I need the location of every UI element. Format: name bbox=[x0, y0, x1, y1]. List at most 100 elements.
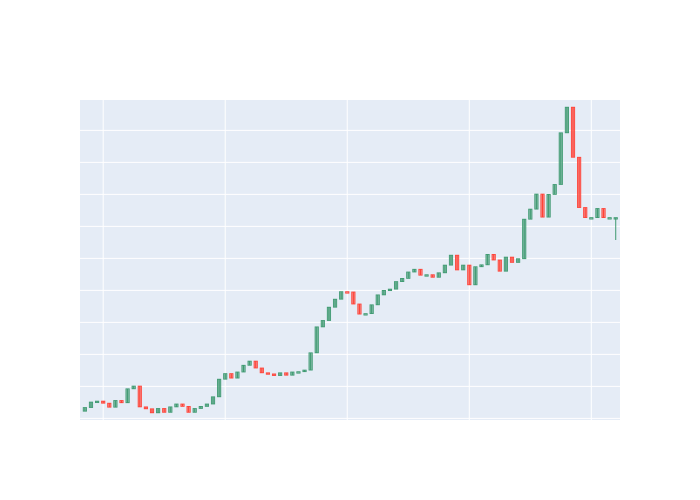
candle-body bbox=[424, 274, 429, 277]
candle-body bbox=[107, 402, 112, 408]
candle-body bbox=[204, 403, 209, 407]
candle-body bbox=[296, 371, 301, 374]
candle bbox=[119, 400, 124, 404]
candle-body bbox=[88, 401, 94, 408]
candle-body bbox=[516, 258, 521, 263]
candle-body bbox=[259, 367, 264, 374]
candle-body bbox=[552, 184, 557, 195]
candle-body bbox=[308, 352, 313, 371]
candle bbox=[528, 208, 533, 220]
candle-body bbox=[284, 372, 289, 376]
candle bbox=[412, 268, 417, 273]
candle-body bbox=[229, 373, 234, 379]
candle bbox=[326, 306, 332, 321]
candle bbox=[570, 106, 576, 158]
candle-body bbox=[479, 264, 484, 268]
candle bbox=[332, 298, 338, 308]
candle-body bbox=[595, 208, 600, 218]
candle bbox=[95, 400, 100, 404]
candle-body bbox=[400, 277, 405, 282]
candle-body bbox=[485, 253, 490, 266]
candle-body bbox=[168, 406, 173, 413]
candle-body bbox=[564, 106, 569, 134]
candle-body bbox=[509, 256, 515, 263]
candle bbox=[461, 264, 466, 271]
candle-body bbox=[357, 303, 362, 315]
candle-body bbox=[345, 291, 350, 294]
candle bbox=[607, 217, 612, 220]
candle-body bbox=[534, 193, 539, 210]
candle-body bbox=[95, 400, 100, 404]
candle bbox=[149, 408, 155, 414]
candle-body bbox=[418, 268, 423, 276]
candle-body bbox=[436, 272, 441, 278]
candle bbox=[186, 405, 191, 413]
candle-body bbox=[369, 304, 374, 314]
candle-body bbox=[162, 408, 167, 413]
candle bbox=[156, 408, 161, 414]
candle bbox=[577, 156, 582, 208]
candle-body bbox=[558, 132, 563, 185]
candle-body bbox=[601, 208, 606, 218]
candle bbox=[381, 289, 386, 296]
candle-body bbox=[278, 372, 283, 376]
candle-body bbox=[491, 253, 496, 261]
candle-body bbox=[180, 403, 185, 407]
candle-body bbox=[455, 254, 460, 271]
candle bbox=[125, 388, 130, 404]
candle bbox=[516, 258, 521, 263]
candle-body bbox=[101, 400, 106, 404]
candle bbox=[351, 291, 356, 305]
candle-body bbox=[375, 294, 380, 306]
candle-body bbox=[198, 405, 203, 409]
candle bbox=[168, 406, 173, 413]
candle bbox=[290, 371, 295, 376]
candle-body bbox=[406, 271, 411, 279]
candle-body bbox=[265, 372, 271, 375]
candle bbox=[387, 288, 393, 292]
candle bbox=[601, 208, 606, 218]
candle-body bbox=[467, 264, 472, 286]
candle bbox=[284, 372, 289, 376]
candle-body bbox=[210, 396, 216, 405]
candle bbox=[418, 268, 423, 276]
candle bbox=[192, 408, 197, 413]
candle-body bbox=[339, 291, 344, 300]
candle bbox=[497, 259, 502, 272]
candle bbox=[509, 256, 515, 263]
candle bbox=[229, 373, 234, 379]
candle bbox=[589, 217, 594, 220]
candle-body bbox=[442, 264, 447, 274]
candle bbox=[564, 106, 569, 134]
candle-body bbox=[143, 406, 148, 410]
candle bbox=[357, 303, 362, 315]
candle-body bbox=[149, 408, 155, 414]
candle bbox=[369, 304, 374, 314]
candle-body bbox=[156, 408, 161, 414]
candle bbox=[583, 207, 588, 219]
candle bbox=[534, 193, 539, 210]
candle-body bbox=[528, 208, 533, 220]
candle bbox=[448, 254, 454, 266]
candle-body bbox=[320, 320, 325, 328]
candle-body bbox=[82, 407, 87, 412]
candle bbox=[143, 406, 148, 410]
candle-body bbox=[119, 400, 124, 404]
candle bbox=[485, 253, 490, 266]
candle-body bbox=[314, 326, 319, 354]
candle bbox=[473, 266, 478, 286]
candle bbox=[406, 271, 411, 279]
candle bbox=[479, 264, 484, 268]
candle-body bbox=[473, 266, 478, 286]
candle-body bbox=[607, 217, 612, 220]
candle bbox=[247, 360, 252, 366]
candle-body bbox=[271, 373, 277, 376]
candle bbox=[113, 400, 118, 408]
candle bbox=[345, 291, 350, 294]
candle bbox=[271, 373, 277, 376]
candle bbox=[430, 274, 435, 278]
candle bbox=[436, 272, 441, 278]
candle bbox=[162, 408, 167, 413]
candle bbox=[137, 385, 142, 408]
